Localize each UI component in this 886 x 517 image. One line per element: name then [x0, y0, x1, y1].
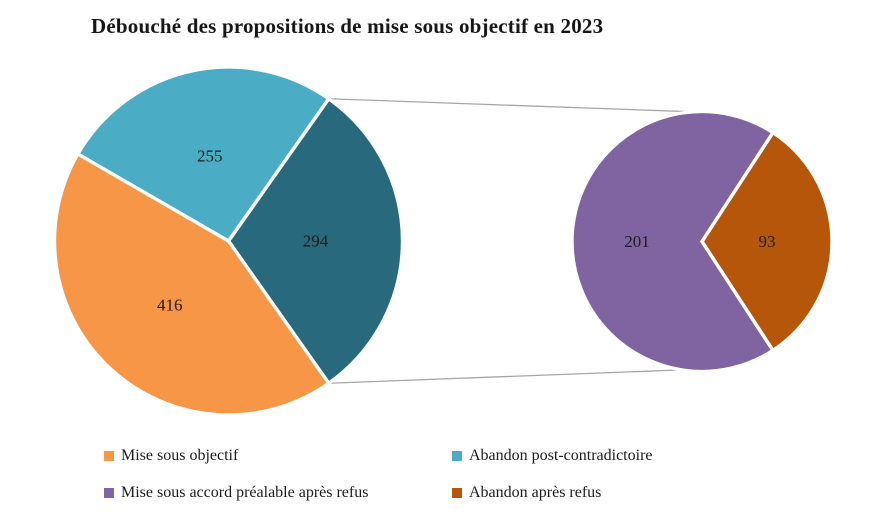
main-pie-slice-mise-sous-objectif — [52, 151, 332, 417]
connector-line-bottom — [328, 369, 682, 384]
chart-title: Débouché des propositions de mise sous o… — [91, 14, 604, 38]
legend-swatch-icon — [452, 451, 462, 461]
legend-label: Abandon après refus — [469, 484, 602, 501]
legend-label: Abandon post-contradictoire — [469, 447, 653, 464]
main-pie-slice-abandon-post-contradictoire — [75, 65, 332, 244]
legend-swatch-icon — [104, 488, 114, 498]
secondary-pie-slice-mise-sous-accord-prealable-apres-refus — [570, 109, 776, 374]
legend-item-mise-sous-accord-prealable-apres-refus: Mise sous accord préalable après refus — [104, 483, 368, 503]
secondary-pie-slice-abandon-apres-refus — [699, 130, 834, 353]
legend-swatch-icon — [104, 451, 114, 461]
legend-item-abandon-post-contradictoire: Abandon post-contradictoire — [452, 446, 653, 466]
main-pie-value-label-mise-sous-objectif: 416 — [157, 296, 183, 315]
connector-line-top — [328, 98, 693, 113]
main-pie-slice-other-group — [226, 96, 405, 386]
legend-label: Mise sous accord préalable après refus — [121, 484, 369, 501]
legend-swatch-icon — [452, 488, 462, 498]
secondary-pie-value-label-mise-sous-accord-prealable-apres-refus: 201 — [624, 232, 650, 251]
main-pie-value-label-abandon-post-contradictoire: 255 — [197, 147, 223, 166]
main-pie-value-label-other-group: 294 — [303, 232, 329, 251]
legend-item-abandon-apres-refus: Abandon après refus — [452, 483, 601, 503]
secondary-pie-value-label-abandon-apres-refus: 93 — [759, 232, 776, 251]
pie-of-pie-chart: 294 416 255 93 201 — [52, 65, 834, 417]
legend-item-mise-sous-objectif: Mise sous objectif — [104, 446, 238, 466]
legend-label: Mise sous objectif — [121, 447, 239, 464]
